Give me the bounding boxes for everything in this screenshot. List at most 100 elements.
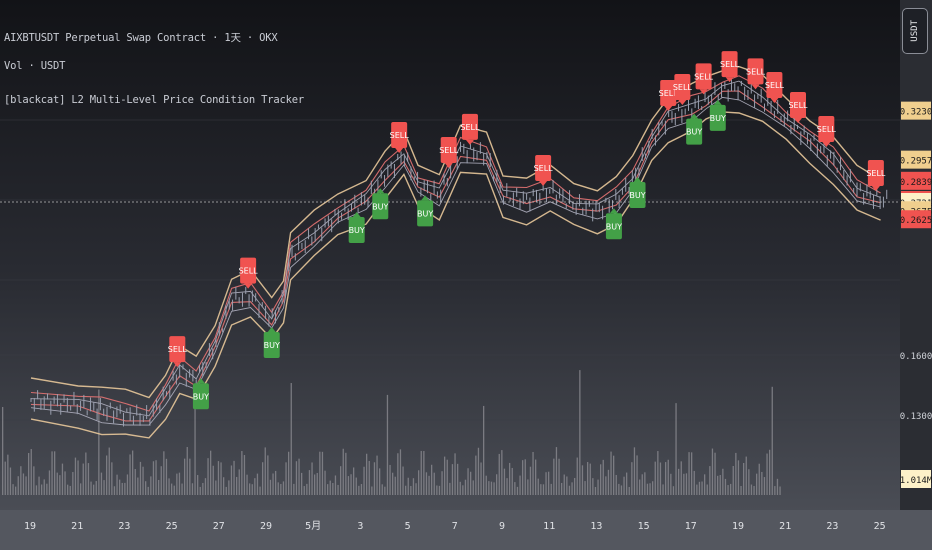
volume-bar <box>189 458 191 495</box>
volume-bar <box>223 477 225 495</box>
volume-bar <box>748 469 750 495</box>
volume-bar <box>95 481 97 495</box>
volume-bar <box>386 394 389 495</box>
price-axis-background <box>900 0 932 510</box>
signal-box <box>440 137 457 163</box>
volume-bar <box>678 468 680 495</box>
time-axis-label: 19 <box>732 521 744 532</box>
price-axis[interactable]: 0.32300.29570.28390.27320.272107:300.267… <box>900 101 932 488</box>
volume-bar <box>714 452 716 495</box>
volume-bar <box>641 474 643 495</box>
volume-bar <box>199 486 201 495</box>
signal-box <box>629 182 646 208</box>
volume-bar <box>636 455 638 495</box>
volume-bar <box>61 463 64 495</box>
volume-bar <box>306 483 308 495</box>
volume-bar <box>282 481 285 495</box>
volume-bar <box>763 477 766 495</box>
volume-bar <box>207 458 209 495</box>
volume-bar <box>342 448 344 495</box>
volume-bar <box>732 466 734 495</box>
volume-bar <box>685 473 688 495</box>
sell-signal: SELL <box>168 336 187 368</box>
volume-bar <box>215 480 217 495</box>
time-axis-label: 21 <box>71 521 83 532</box>
legend-indicator[interactable]: [blackcat] L2 Multi-Level Price Conditio… <box>4 94 304 106</box>
volume-bar <box>259 486 261 495</box>
volume-bar <box>111 462 113 495</box>
volume-bar <box>563 474 565 495</box>
sell-signal: SELL <box>866 160 886 191</box>
volume-bar <box>186 447 188 495</box>
volume-bar <box>594 486 597 495</box>
volume-bar <box>225 486 227 495</box>
signal-pointer <box>678 100 687 105</box>
volume-bar <box>407 477 409 495</box>
signal-box <box>674 74 691 100</box>
buy-signal: BUY <box>417 195 433 227</box>
signal-box <box>867 160 884 186</box>
volume-bar <box>441 471 443 495</box>
sell-signal: SELL <box>788 92 808 123</box>
signal-label: SELL <box>390 131 410 140</box>
volume-bar <box>155 460 157 495</box>
legend-volume[interactable]: Vol · USDT <box>4 60 66 72</box>
volume-bar <box>4 461 6 495</box>
volume-bar <box>363 466 365 495</box>
volume-bar <box>553 458 555 495</box>
volume-bar <box>98 389 100 495</box>
signal-box <box>348 217 365 243</box>
volume-bar <box>350 474 352 495</box>
volume-bar <box>519 475 521 495</box>
signal-pointer <box>713 99 722 105</box>
volume-bar <box>316 472 318 495</box>
volume-bar <box>550 483 552 495</box>
volume-bar <box>74 457 77 495</box>
volume-bar <box>301 472 303 495</box>
price-tag-label: 0.2839 <box>900 178 932 188</box>
signal-label: SELL <box>866 169 886 178</box>
volume-bar <box>607 469 610 495</box>
volume-bar <box>191 483 194 495</box>
volume-bar <box>589 463 591 495</box>
volume-bar <box>298 458 300 495</box>
volume-bar <box>410 486 412 495</box>
volume-bar <box>735 452 737 495</box>
time-axis-label: 25 <box>166 521 178 532</box>
volume-bar <box>665 462 667 495</box>
signal-label: SELL <box>817 125 837 134</box>
volume-bar <box>683 473 685 495</box>
volume-bar <box>418 470 420 495</box>
volume-bar <box>139 461 142 495</box>
volume-bar <box>262 462 264 495</box>
signal-pointer <box>725 77 734 83</box>
volume-bar <box>285 462 287 495</box>
volume-bar <box>35 485 38 495</box>
volume-bar <box>446 459 448 495</box>
volume-bar <box>129 454 131 495</box>
volume-bar <box>277 482 279 495</box>
buy-signal: BUY <box>629 177 646 208</box>
currency-button[interactable]: USDT <box>902 8 928 54</box>
volume-bar <box>12 484 14 495</box>
volume-bar <box>269 479 272 495</box>
volume-bar <box>532 451 534 495</box>
volume-bar <box>503 468 506 495</box>
signal-pointer <box>609 208 618 214</box>
time-axis-label: 21 <box>779 521 791 532</box>
volume-bar <box>256 473 259 495</box>
volume-bar <box>54 451 56 495</box>
volume-bar <box>319 451 321 495</box>
volume-bar <box>405 485 407 495</box>
volume-bar <box>17 476 19 495</box>
volume-bar <box>150 476 152 495</box>
volume-bar <box>337 484 339 495</box>
legend-symbol[interactable]: AIXBTUSDT Perpetual Swap Contract · 1天 ·… <box>4 32 278 44</box>
time-axis-label: 27 <box>213 521 225 532</box>
time-axis[interactable]: 19 21 23 25 27 29 5月 3 5 7 9 11 13 15 17 19 21 23 25 <box>24 520 886 532</box>
volume-bar <box>376 455 378 495</box>
volume-bar <box>280 483 282 495</box>
volume-bar <box>332 483 334 495</box>
volume-bar <box>467 468 469 495</box>
